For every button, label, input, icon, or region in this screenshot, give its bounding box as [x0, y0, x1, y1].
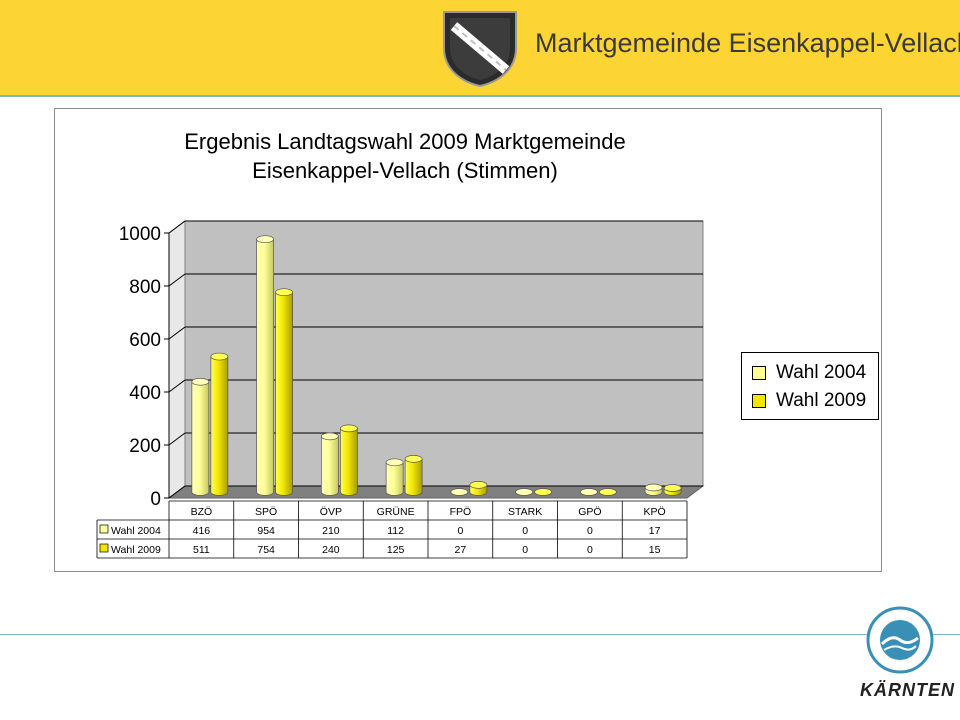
table-legend-key [99, 543, 109, 553]
y-tick-label: 400 [129, 383, 161, 404]
kurort-badge-icon [866, 606, 934, 674]
y-tick-label: 800 [129, 277, 161, 298]
bar-top-GPÖ-Wahl 2009 [599, 488, 617, 496]
bar-SPÖ-Wahl 2004 [256, 238, 274, 496]
chart-title-line-2: Eisenkappel-Vellach (Stimmen) [252, 158, 558, 183]
legend-label-2009: Wahl 2009 [776, 390, 867, 411]
chart-side-wall [168, 220, 186, 499]
chart-frame: Ergebnis Landtagswahl 2009 Marktgemeinde… [54, 108, 882, 572]
table-cell-value: 416 [193, 525, 211, 537]
legend-swatch-2009 [752, 394, 766, 408]
category-label: FPÖ [450, 506, 472, 518]
bar-top-ÖVP-Wahl 2009 [340, 424, 358, 433]
bar-top-GPÖ-Wahl 2004 [580, 488, 598, 496]
table-legend-key [99, 524, 109, 534]
footer-divider [0, 634, 960, 635]
bar-top-GRÜNE-Wahl 2009 [404, 455, 423, 463]
chart-floor [167, 485, 705, 499]
legend-item-2004: Wahl 2004 [752, 362, 866, 384]
kaernten-logo: KÄRNTEN [860, 680, 955, 700]
gridline-side [168, 379, 186, 393]
bar-top-GRÜNE-Wahl 2004 [385, 458, 404, 467]
bar-top-FPÖ-Wahl 2009 [469, 480, 488, 489]
y-tick-label: 600 [129, 330, 161, 351]
gridline-side [168, 432, 186, 446]
category-label: STARK [508, 506, 542, 518]
table-series-label: Wahl 2004 [111, 525, 161, 537]
table-cell-value: 0 [587, 544, 593, 556]
bar-BZÖ-Wahl 2009 [210, 356, 229, 496]
bar-top-STARK-Wahl 2004 [515, 488, 533, 496]
bar-top-BZÖ-Wahl 2009 [210, 352, 229, 361]
coat-of-arms-icon [443, 11, 517, 88]
municipality-title: Marktgemeinde Eisenkappel-Vellach [535, 28, 960, 58]
y-tick-label: 200 [129, 436, 161, 457]
bar-top-FPÖ-Wahl 2004 [450, 488, 469, 496]
table-cell-value: 954 [257, 525, 275, 537]
bar-GRÜNE-Wahl 2009 [404, 458, 423, 496]
table-cell-value: 27 [455, 544, 467, 556]
table-cell-value: 240 [322, 544, 340, 556]
category-label: KPÖ [644, 506, 666, 518]
table-cell-value: 15 [649, 544, 661, 556]
chart-plot: 0 200 400 600 800 1000 BZÖ SPÖ ÖVP GRÜNE FPÖ STARK G… [96, 220, 705, 559]
legend-item-2009: Wahl 2009 [752, 390, 866, 412]
bar-top-STARK-Wahl 2009 [534, 488, 552, 496]
legend-label-2004: Wahl 2004 [776, 362, 867, 383]
gridline-side [168, 485, 186, 499]
table-series-label: Wahl 2009 [111, 544, 161, 556]
gridline-side [168, 220, 186, 234]
table-cell-value: 210 [322, 525, 340, 537]
table-cell-value: 17 [649, 525, 661, 537]
y-tick-label: 0 [150, 489, 161, 510]
bar-top-KPÖ-Wahl 2009 [663, 484, 682, 492]
chart-legend: Wahl 2004 Wahl 2009 [741, 352, 879, 420]
table-cell-value: 0 [457, 525, 463, 537]
category-label: GRÜNE [377, 506, 415, 518]
bar-ÖVP-Wahl 2009 [340, 428, 358, 496]
bar-top-SPÖ-Wahl 2004 [256, 235, 274, 244]
bar-top-KPÖ-Wahl 2004 [644, 483, 663, 492]
chart-title-line-1: Ergebnis Landtagswahl 2009 Marktgemeinde [184, 129, 626, 154]
legend-swatch-2004 [752, 366, 766, 380]
bar-top-BZÖ-Wahl 2004 [191, 377, 210, 386]
bar-top-ÖVP-Wahl 2004 [321, 432, 339, 441]
gridline-side [168, 273, 186, 287]
table-cell-value: 511 [193, 544, 210, 556]
bar-BZÖ-Wahl 2004 [191, 381, 210, 496]
table-cell-value: 0 [587, 525, 593, 537]
table-cell-value: 754 [257, 544, 275, 556]
bar-SPÖ-Wahl 2009 [275, 291, 293, 496]
gridline-side [168, 326, 186, 340]
bar-GRÜNE-Wahl 2004 [385, 461, 404, 496]
table-cell-value: 112 [387, 525, 404, 537]
category-label: GPÖ [578, 506, 601, 518]
header-divider [0, 95, 960, 97]
category-label: SPÖ [255, 506, 277, 518]
table-cell-value: 125 [387, 544, 405, 556]
y-tick-label: 1000 [119, 224, 161, 245]
table-cell-value: 0 [522, 525, 528, 537]
bar-top-SPÖ-Wahl 2009 [275, 288, 293, 297]
category-label: BZÖ [191, 506, 213, 518]
chart-title: Ergebnis Landtagswahl 2009 Marktgemeinde… [55, 127, 755, 185]
bar-ÖVP-Wahl 2004 [321, 436, 339, 496]
table-cell-value: 0 [522, 544, 528, 556]
category-label: ÖVP [320, 506, 342, 518]
